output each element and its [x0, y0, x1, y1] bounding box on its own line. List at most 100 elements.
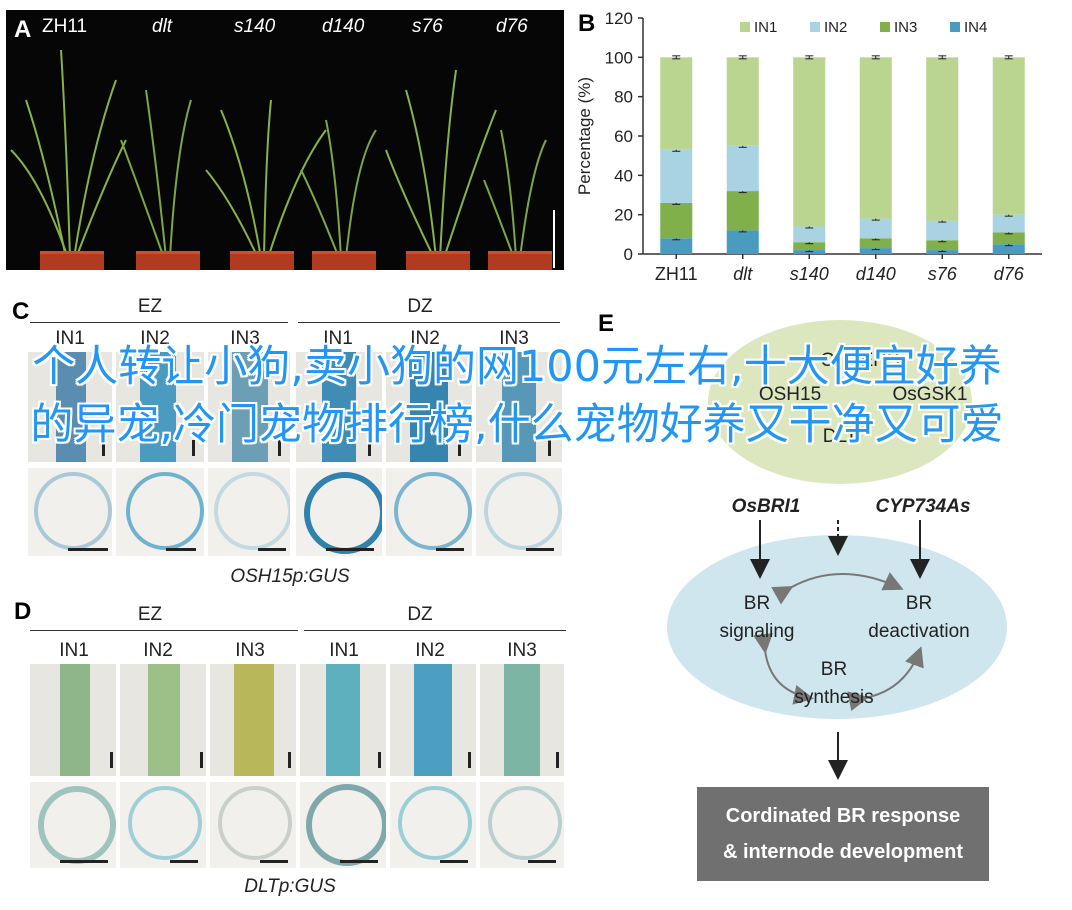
bar-in4-6 [992, 244, 1025, 254]
x-tick-label: dlt [733, 264, 753, 284]
legend-swatch-in2 [810, 22, 820, 32]
panel-d-letter: D [14, 598, 32, 625]
panel-d-section-3 [210, 782, 296, 868]
bar-in3-6 [992, 232, 1025, 245]
panel-c-section-5 [386, 468, 472, 556]
panel-c-section-2 [116, 468, 204, 556]
plant-label-3: s140 [234, 16, 276, 37]
bar-in2-4 [859, 218, 892, 239]
br-response-line-2: & internode development [722, 841, 964, 863]
plant-label-6: d76 [496, 16, 528, 37]
panel-d-caption: DLTp:GUS [244, 876, 336, 897]
plant-label-5: s76 [412, 16, 443, 37]
plant-label-2: dlt [152, 16, 173, 37]
legend-swatch-in3 [880, 22, 890, 32]
osbri1-label: OsBRI1 [731, 496, 801, 517]
panel-c-tile-3 [208, 352, 290, 462]
x-tick-label: ZH11 [655, 264, 698, 284]
bar-in1-2 [726, 57, 759, 146]
panel-d-tile-5 [390, 664, 476, 776]
y-tick-label: 100 [605, 48, 633, 67]
br-response-line-1: Cordinated BR response [725, 805, 961, 827]
plant-photo: ZH11 dlt s140 d140 s76 d76 [6, 10, 564, 270]
overlay-headline: 个人转让小狗,卖小狗的网100元左右,十大便宜好养的异宠,冷门宠物排行榜,什么宠… [30, 342, 1004, 450]
panel-c-col-3: IN3 [230, 328, 260, 349]
panel-c-section-6 [476, 468, 562, 556]
panel-c-col-4: IN1 [323, 328, 353, 349]
panel-d-col-4: IN1 [329, 640, 359, 661]
panel-d-group-dz: DZ [407, 604, 433, 625]
br-deactivation-label: BR deactivation [868, 593, 970, 642]
panel-d-group-ez: EZ [137, 604, 163, 625]
x-tick-label: s76 [928, 264, 958, 284]
bar-in4-1 [660, 238, 693, 254]
bar-in2-6 [992, 214, 1025, 233]
panel-c-group-ez: EZ [137, 296, 163, 317]
panel-c-tile-5 [386, 352, 472, 462]
panel-c-col-2: IN2 [140, 328, 170, 349]
rice-plants-illustration [10, 49, 555, 268]
bar-in4-2 [726, 230, 759, 254]
cyp734as-label: CYP734As [875, 496, 971, 517]
bar-in3-5 [926, 240, 959, 251]
bar-in3-1 [660, 202, 693, 239]
y-tick-label: 120 [605, 9, 633, 28]
panel-e-letter: E [598, 310, 615, 337]
panel-c-col-5: IN2 [410, 328, 440, 349]
bar-in1-6 [992, 57, 1025, 215]
panel-c-col-1: IN1 [55, 328, 85, 349]
panel-c-section-3 [208, 468, 290, 556]
panel-d-tile-3 [210, 664, 296, 776]
bar-in2-1 [660, 149, 693, 203]
legend-label-in2: IN2 [824, 19, 847, 36]
bar-in1-1 [660, 57, 693, 150]
panel-c-tile-1 [28, 352, 112, 462]
plant-label-4: d140 [322, 16, 365, 37]
panel-b-letter: B [578, 10, 596, 37]
panel-c-tile-4 [296, 352, 382, 462]
bar-in3-3 [793, 242, 826, 251]
panel-c-caption: OSH15p:GUS [230, 566, 350, 587]
y-tick-label: 0 [624, 245, 633, 264]
others-label: OTHERS [820, 350, 900, 371]
panel-d-col-1: IN1 [59, 640, 89, 661]
panel-d-section-2 [120, 782, 206, 868]
panel-d-section-6 [480, 782, 564, 868]
plant-label-1: ZH11 [42, 16, 88, 37]
panel-d-col-3: IN3 [235, 640, 265, 661]
legend-swatch-in1 [740, 22, 750, 32]
panel-a-letter: A [14, 16, 32, 43]
legend-swatch-in4 [950, 22, 960, 32]
dlt-label: DLT [822, 426, 858, 447]
panel-d-col-2: IN2 [143, 640, 173, 661]
bar-in4-4 [859, 248, 892, 254]
br-signaling-label: BR signaling [719, 593, 795, 642]
panel-c-section-1 [28, 468, 112, 556]
y-axis-label: Percentage (%) [575, 77, 594, 195]
panel-d-col-5: IN2 [415, 640, 445, 661]
legend-label-in1: IN1 [754, 19, 777, 36]
panel-d-tile-2 [120, 664, 206, 776]
y-tick-label: 60 [614, 127, 633, 146]
panel-c-letter: C [12, 298, 30, 325]
bar-in2-2 [726, 145, 759, 192]
y-tick-label: 20 [614, 206, 633, 225]
legend-label-in4: IN4 [964, 19, 987, 36]
panel-c-tile-2 [116, 352, 204, 462]
br-pathway-diagram [667, 320, 1007, 780]
panel-d-section-1 [30, 782, 116, 868]
legend-label-in3: IN3 [894, 19, 917, 36]
bar-in2-5 [926, 220, 959, 241]
bar-in1-3 [793, 57, 826, 227]
bar-in1-4 [859, 57, 892, 219]
bar-in3-2 [726, 191, 759, 231]
bar-in2-3 [793, 226, 826, 243]
panel-d-tile-4 [300, 664, 386, 776]
internode-percentage-chart: 0 20 40 60 80 100 120 Percentage (%) ZH11 dlt s140… [575, 9, 1042, 284]
y-tick-label: 80 [614, 88, 633, 107]
osgsk1-label: OsGSK1 [892, 384, 968, 405]
panel-d-section-5 [390, 782, 476, 868]
panel-d-tile-6 [480, 664, 564, 776]
panel-c-col-6: IN3 [499, 328, 529, 349]
br-synthesis-label: BR synthesis [794, 659, 874, 708]
